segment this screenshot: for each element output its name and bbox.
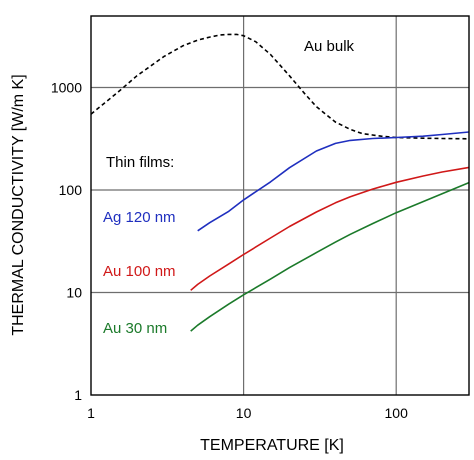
series-line-ag-120-nm (197, 131, 470, 232)
y-axis-title: THERMAL CONDUCTIVITY [W/m K] (10, 74, 27, 335)
annotation-thin-films: Thin films: (106, 154, 174, 171)
series-label-au-100-nm: Au 100 nm (103, 263, 176, 280)
grid-lines (91, 16, 469, 395)
x-tick-label-1: 1 (87, 405, 95, 421)
x-tick-label-100: 100 (385, 405, 409, 421)
series-label-ag-120-nm: Ag 120 nm (103, 209, 176, 226)
series-line-au-30-nm (190, 181, 470, 332)
y-tick-label-1000: 1000 (51, 80, 82, 96)
y-tick-label-100: 100 (59, 182, 83, 198)
x-axis-title: TEMPERATURE [K] (200, 437, 344, 454)
series-line-au-bulk (90, 33, 470, 140)
series-label-au-bulk: Au bulk (304, 38, 355, 55)
series-labels: Au bulk Ag 120 nm Au 100 nm Au 30 nm Thin fi… (103, 38, 355, 337)
x-tick-label-10: 10 (236, 405, 252, 421)
y-tick-label-1: 1 (74, 387, 82, 403)
y-tick-label-10: 10 (66, 285, 82, 301)
tick-layer: 1 10 100 1 10 100 1000 (51, 80, 408, 422)
plot-frame (90, 15, 470, 396)
series-line-au-100-nm (190, 166, 470, 291)
series-label-au-30-nm: Au 30 nm (103, 320, 167, 337)
series-layer (90, 33, 470, 332)
